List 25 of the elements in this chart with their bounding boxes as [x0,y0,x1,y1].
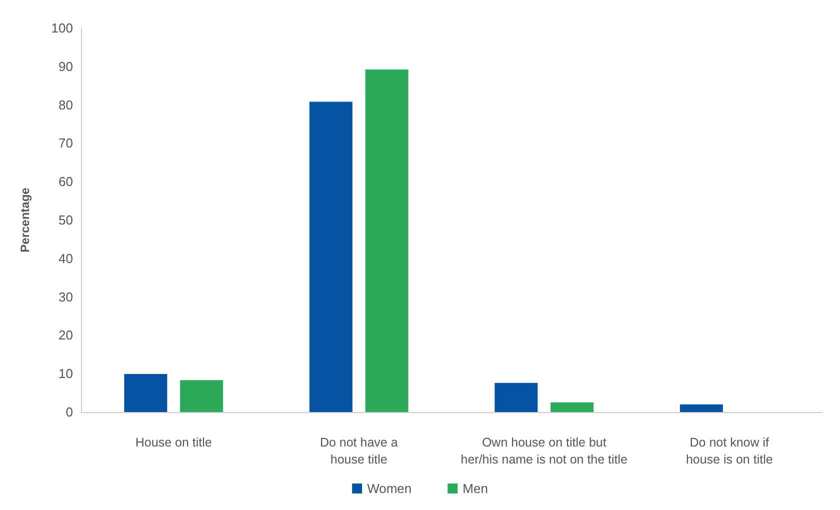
y-tick-label: 40 [58,250,73,266]
bar [180,380,224,412]
y-tick-label: 0 [66,404,73,420]
y-tick-label: 90 [58,58,73,74]
legend-label: Women [367,481,412,496]
y-tick-label: 60 [58,174,73,190]
bar [550,402,594,412]
x-tick-label: Own house on title but her/his name is not on the title [460,436,628,466]
y-tick-label: 80 [58,97,73,112]
x-tick-label: Do not have a house title [320,436,398,466]
y-tick-label: 30 [58,289,73,304]
x-tick-label: Do not know if house is on title [686,436,773,466]
bar [680,404,723,412]
y-tick-label: 10 [58,366,73,382]
bar [365,69,408,412]
bar [309,102,352,412]
y-tick-label: 20 [58,328,73,343]
bar [124,374,168,412]
y-tick-label: 50 [58,212,73,228]
x-tick-label: House on title [135,436,212,450]
bar [494,382,538,412]
y-tick-label: 70 [58,136,73,151]
y-axis-title: Percentage [18,187,32,252]
y-tick-label: 100 [51,20,73,36]
legend-label: Men [462,481,488,496]
